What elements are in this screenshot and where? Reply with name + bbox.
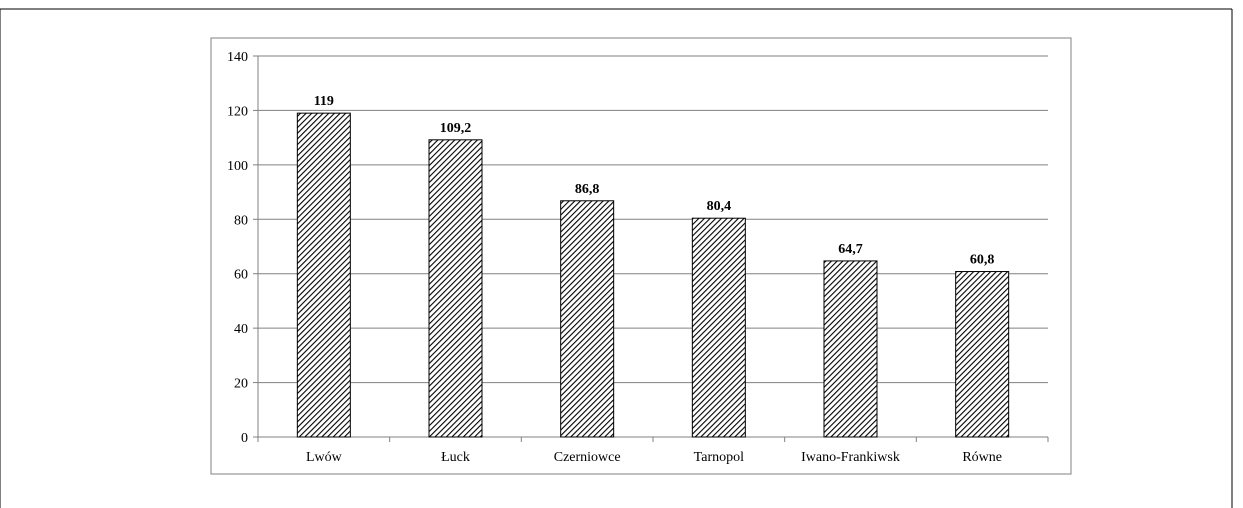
x-category-label: Równe — [962, 450, 1002, 465]
bar-1 — [428, 139, 483, 438]
data-label: 119 — [314, 94, 334, 109]
y-tick-label: 0 — [241, 431, 248, 446]
x-category-label: Łuck — [441, 450, 470, 465]
data-label: 64,7 — [838, 242, 863, 257]
labels: 119 Lwów 109,2 Łuck 86,8 Czerniowce 80,4 Tarnop… — [306, 94, 1002, 465]
x-category-label: Czerniowce — [554, 450, 621, 465]
gridlines — [258, 55, 1048, 384]
data-label: 109,2 — [440, 121, 472, 136]
data-label: 60,8 — [970, 253, 995, 268]
y-tick-label: 100 — [227, 159, 248, 174]
axes: 0 20 40 60 80 100 120 140 — [227, 50, 1049, 446]
y-tick-label: 20 — [234, 377, 248, 392]
y-tick-label: 60 — [234, 268, 248, 283]
y-tick-label: 80 — [234, 213, 248, 228]
y-tick-label: 120 — [227, 104, 248, 119]
bar-5 — [955, 271, 1010, 438]
bar-0 — [296, 112, 351, 438]
bar-2 — [560, 200, 615, 438]
chart-area-frame — [210, 37, 1072, 475]
x-category-label: Tarnopol — [694, 450, 744, 465]
data-label: 86,8 — [575, 182, 600, 197]
y-tick-label: 40 — [234, 322, 248, 337]
bars — [296, 112, 1010, 438]
bar-3 — [691, 217, 746, 438]
bar-4 — [823, 260, 878, 438]
data-label: 80,4 — [707, 199, 732, 214]
x-category-label: Iwano-Frankiwsk — [801, 450, 900, 465]
x-category-label: Lwów — [306, 450, 343, 465]
y-tick-label: 140 — [227, 50, 248, 65]
